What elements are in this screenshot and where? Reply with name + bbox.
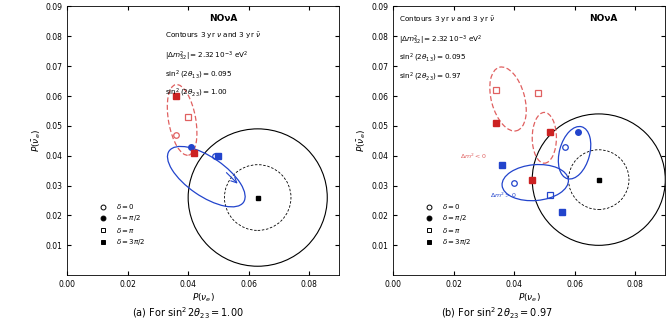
Text: NOνA: NOνA xyxy=(209,14,237,23)
Y-axis label: $P(\bar{\nu}_e)$: $P(\bar{\nu}_e)$ xyxy=(30,129,42,152)
Text: $\delta = 0$: $\delta = 0$ xyxy=(116,202,134,211)
Text: $\Delta m^2 > 0$: $\Delta m^2 > 0$ xyxy=(490,190,517,200)
Text: $|\Delta m_{32}^2| = 2.32\,10^{-3}$ eV$^2$: $|\Delta m_{32}^2| = 2.32\,10^{-3}$ eV$^… xyxy=(398,33,482,47)
X-axis label: $P(\nu_e)$: $P(\nu_e)$ xyxy=(192,292,214,304)
Y-axis label: $P(\bar{\nu}_e)$: $P(\bar{\nu}_e)$ xyxy=(356,129,368,152)
Text: $\delta = 0$: $\delta = 0$ xyxy=(442,202,460,211)
Text: $\delta = \pi/2$: $\delta = \pi/2$ xyxy=(442,213,466,223)
Text: $\sin^2(2\theta_{13}) = 0.095$: $\sin^2(2\theta_{13}) = 0.095$ xyxy=(165,68,233,81)
Text: $\delta = \pi/2$: $\delta = \pi/2$ xyxy=(116,213,140,223)
Text: NOνA: NOνA xyxy=(589,14,618,23)
Text: Contours 3 yr $\nu$ and 3 yr $\bar{\nu}$: Contours 3 yr $\nu$ and 3 yr $\bar{\nu}$ xyxy=(165,31,261,41)
Text: $\delta = 3\pi/2$: $\delta = 3\pi/2$ xyxy=(442,237,471,247)
Text: $\delta = 3\pi/2$: $\delta = 3\pi/2$ xyxy=(116,237,145,247)
Text: (b) For $\sin^2 2\theta_{23} = 0.97$: (b) For $\sin^2 2\theta_{23} = 0.97$ xyxy=(442,305,553,320)
Text: $\sin^2(2\theta_{13}) = 0.095$: $\sin^2(2\theta_{13}) = 0.095$ xyxy=(398,52,466,64)
X-axis label: $P(\nu_e)$: $P(\nu_e)$ xyxy=(518,292,540,304)
Text: $\Delta m^2 < 0$: $\Delta m^2 < 0$ xyxy=(460,152,487,161)
Text: (a) For $\sin^2 2\theta_{23} = 1.00$: (a) For $\sin^2 2\theta_{23} = 1.00$ xyxy=(132,305,244,320)
Text: $|\Delta m_{32}^2| = 2.32\,10^{-3}$ eV$^2$: $|\Delta m_{32}^2| = 2.32\,10^{-3}$ eV$^… xyxy=(165,49,249,63)
Text: $\sin^2(2\theta_{23}) = 0.97$: $\sin^2(2\theta_{23}) = 0.97$ xyxy=(398,71,462,83)
Text: $\sin^2(2\theta_{23}) = 1.00$: $\sin^2(2\theta_{23}) = 1.00$ xyxy=(165,87,228,99)
Text: $\delta = \pi$: $\delta = \pi$ xyxy=(116,226,135,235)
Text: $\delta = \pi$: $\delta = \pi$ xyxy=(442,226,461,235)
Text: Contours 3 yr $\nu$ and 3 yr $\bar{\nu}$: Contours 3 yr $\nu$ and 3 yr $\bar{\nu}$ xyxy=(398,14,495,25)
